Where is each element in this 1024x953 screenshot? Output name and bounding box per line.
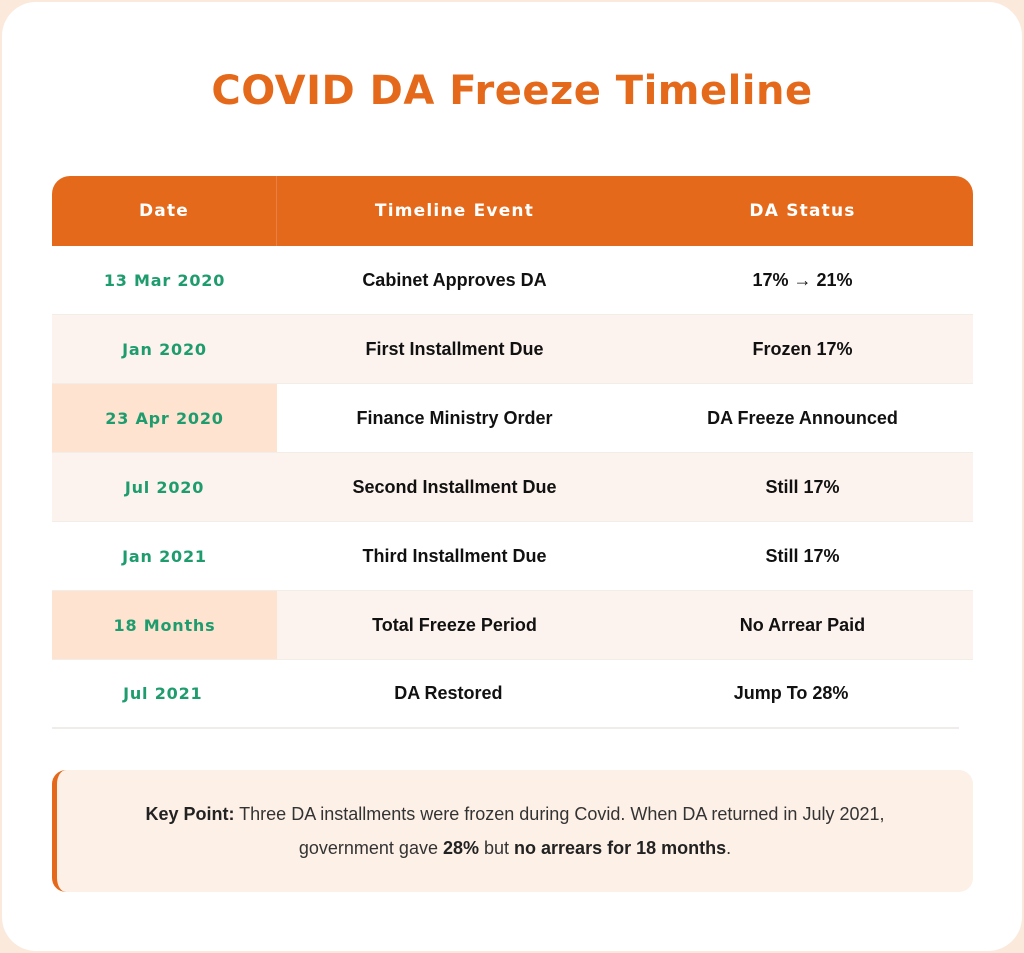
cell-date-highlighted: 23 Apr 2020 [52, 384, 277, 452]
cell-date-highlighted: 18 Months [52, 591, 277, 659]
cell-date: Jan 2020 [122, 339, 207, 359]
table-row: Jul 2021 DA Restored Jump To 28% [52, 660, 959, 729]
cell-status: Jump To 28% [733, 683, 849, 703]
key-point-callout: Key Point: Three DA installments were fr… [52, 770, 973, 892]
header-event: Timeline Event [374, 201, 535, 221]
cell-event: Finance Ministry Order [356, 407, 553, 428]
cell-status: Frozen 17% [752, 338, 853, 359]
table-row: Jan 2020 First Installment Due Frozen 17… [52, 315, 973, 384]
cell-event: Total Freeze Period [372, 614, 537, 635]
header-date: Date [52, 176, 277, 246]
key-point-text: Key Point: Three DA installments were fr… [97, 797, 933, 865]
cell-status: 17% → 21% [752, 269, 853, 290]
table-row: 18 Months Total Freeze Period No Arrear … [52, 591, 973, 660]
cell-date: Jan 2021 [122, 546, 207, 566]
cell-status: No Arrear Paid [739, 614, 866, 635]
cell-status: Still 17% [765, 545, 840, 566]
cell-date: 13 Mar 2020 [103, 270, 226, 290]
cell-event: Second Installment Due [352, 476, 557, 497]
table-row: Jul 2020 Second Installment Due Still 17… [52, 453, 973, 522]
page-title: COVID DA Freeze Timeline [211, 68, 813, 114]
cell-status: DA Freeze Announced [707, 407, 898, 428]
timeline-table: Date Timeline Event DA Status 13 Mar 202… [52, 176, 973, 729]
key-point-bold-arrears: no arrears for 18 months [514, 838, 727, 858]
table-row: 13 Mar 2020 Cabinet Approves DA 17% → 21… [52, 246, 973, 315]
key-point-label: Key Point: [145, 804, 235, 824]
header-status: DA Status [749, 201, 856, 221]
key-point-body-3: . [726, 838, 732, 858]
cell-event: DA Restored [394, 683, 503, 703]
key-point-body-2: but [479, 838, 515, 858]
cell-status: Still 17% [765, 476, 840, 497]
cell-date: Jul 2021 [123, 684, 203, 703]
cell-event: Cabinet Approves DA [362, 269, 547, 290]
key-point-body-1: Three DA installments were frozen during… [234, 804, 885, 858]
cell-event: Third Installment Due [362, 545, 547, 566]
key-point-bold-rate: 28% [442, 838, 479, 858]
table-row: 23 Apr 2020 Finance Ministry Order DA Fr… [52, 384, 973, 453]
cell-date: Jul 2020 [124, 477, 205, 497]
table-row: Jan 2021 Third Installment Due Still 17% [52, 522, 973, 591]
cell-event: First Installment Due [365, 338, 544, 359]
table-header: Date Timeline Event DA Status [52, 176, 973, 246]
